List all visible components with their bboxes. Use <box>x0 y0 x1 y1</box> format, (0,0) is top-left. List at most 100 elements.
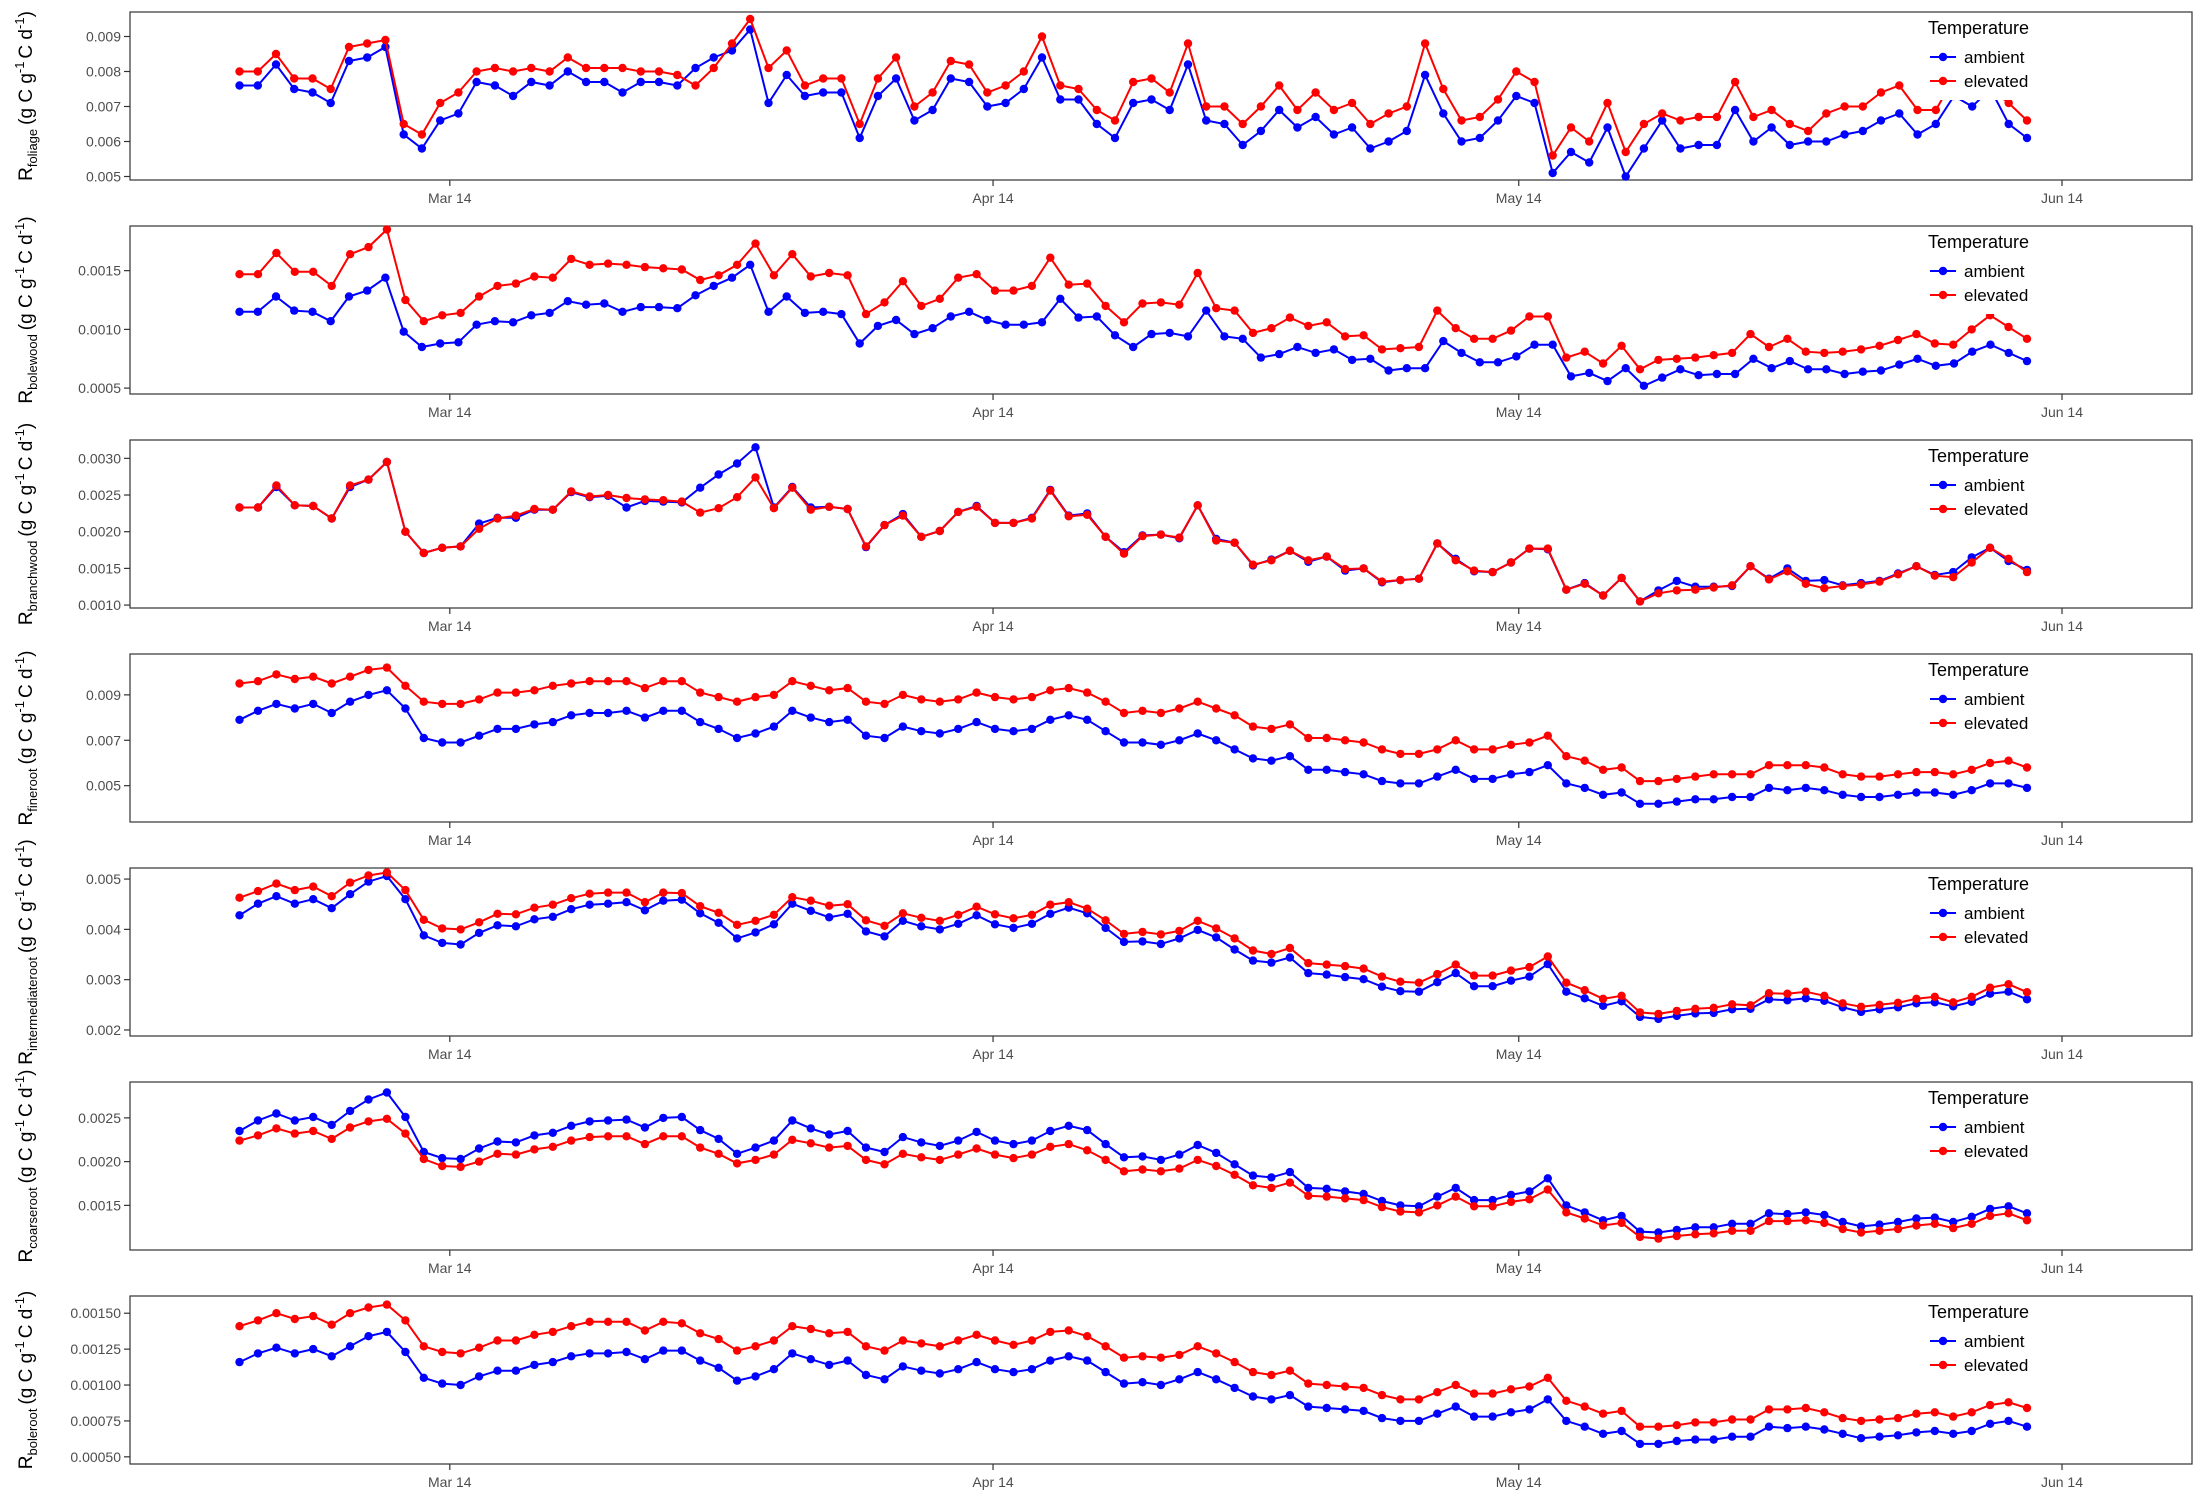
data-point <box>946 312 955 321</box>
data-point <box>1712 369 1722 379</box>
data-point <box>401 895 410 904</box>
data-point <box>1138 299 1147 308</box>
data-point <box>272 670 281 679</box>
data-point <box>2004 1398 2013 1407</box>
data-point <box>1267 756 1276 765</box>
data-point <box>1967 786 1976 795</box>
data-point <box>1037 318 1047 327</box>
data-point <box>253 899 263 908</box>
data-point <box>1875 1226 1884 1236</box>
data-point <box>1359 738 1368 747</box>
data-point <box>235 1126 244 1136</box>
data-point <box>1433 1192 1442 1201</box>
data-point <box>1359 1195 1368 1205</box>
y-tick-label: 0.00100 <box>70 1377 121 1393</box>
data-point <box>1019 84 1028 94</box>
data-point <box>1506 976 1516 985</box>
data-point <box>873 321 883 331</box>
data-point <box>837 88 846 97</box>
data-point <box>1749 137 1758 146</box>
data-point <box>1930 571 1940 580</box>
data-point <box>727 39 737 48</box>
data-point <box>399 327 408 336</box>
data-point <box>419 733 428 743</box>
legend-key-point <box>1938 290 1948 300</box>
data-point <box>1525 1187 1534 1196</box>
data-point <box>1451 556 1460 565</box>
data-point <box>1694 140 1703 150</box>
data-point <box>345 1123 355 1132</box>
data-point <box>1433 1201 1442 1210</box>
data-point <box>1322 970 1331 979</box>
data-point <box>2004 1202 2013 1211</box>
data-point <box>253 270 263 279</box>
data-point <box>382 1327 392 1337</box>
data-point <box>472 320 481 329</box>
data-point <box>732 1159 742 1168</box>
data-point <box>788 1116 797 1125</box>
data-point <box>345 672 355 681</box>
data-point <box>1949 1223 1958 1233</box>
data-point <box>456 1349 465 1358</box>
data-point <box>983 102 992 111</box>
data-point <box>1304 1379 1313 1388</box>
data-point <box>290 1349 299 1358</box>
data-point <box>727 46 737 55</box>
data-point <box>381 35 390 45</box>
data-point <box>1856 1002 1866 1011</box>
data-point <box>1293 105 1302 115</box>
data-point <box>1858 102 1868 111</box>
data-point <box>1046 1126 1055 1136</box>
data-point <box>1119 708 1129 718</box>
data-point <box>1530 77 1539 87</box>
data-point <box>1801 579 1811 588</box>
data-point <box>603 1116 613 1125</box>
data-point <box>1672 1436 1682 1446</box>
data-point <box>474 1343 484 1352</box>
data-point <box>800 81 810 90</box>
data-point <box>417 342 427 352</box>
data-point <box>1384 109 1393 118</box>
data-point <box>1840 102 1849 111</box>
data-point <box>746 14 755 24</box>
data-point <box>1156 530 1166 539</box>
data-point <box>764 63 773 73</box>
data-point <box>1727 792 1737 802</box>
data-point <box>548 1142 557 1152</box>
data-point <box>1709 1435 1718 1444</box>
data-point <box>954 1336 963 1345</box>
data-point <box>1083 688 1092 697</box>
data-point <box>1359 1189 1368 1199</box>
data-point <box>308 307 317 316</box>
data-point <box>1046 253 1055 262</box>
data-point <box>880 932 889 941</box>
data-point <box>1856 1416 1866 1426</box>
data-point <box>1746 1415 1755 1424</box>
data-point <box>1562 353 1571 362</box>
data-point <box>1543 761 1553 770</box>
data-point <box>1506 770 1516 779</box>
data-point <box>1248 1181 1258 1190</box>
data-point <box>563 297 572 306</box>
data-point <box>806 896 815 905</box>
data-point <box>898 277 908 286</box>
data-point <box>1488 982 1497 991</box>
data-point <box>567 254 576 264</box>
data-point <box>1092 105 1102 115</box>
data-point <box>272 699 281 709</box>
y-label-tail: C d <box>16 441 37 471</box>
data-point <box>972 1144 981 1153</box>
data-point <box>1451 960 1460 969</box>
data-point <box>751 443 760 452</box>
data-point <box>603 490 613 500</box>
data-point <box>928 88 937 97</box>
data-point <box>1803 137 1813 146</box>
data-point <box>1493 95 1503 104</box>
data-point <box>1304 958 1313 968</box>
data-point <box>1617 991 1626 1000</box>
data-point <box>855 133 864 143</box>
data-point <box>1311 88 1320 97</box>
panel-branchwood: 0.0010 0.0015 0.0020 0.0025 0.0030 Mar 14 Apr … <box>12 423 2193 634</box>
data-point <box>1580 986 1589 995</box>
legend-label-elevated: elevated <box>1964 714 2028 733</box>
